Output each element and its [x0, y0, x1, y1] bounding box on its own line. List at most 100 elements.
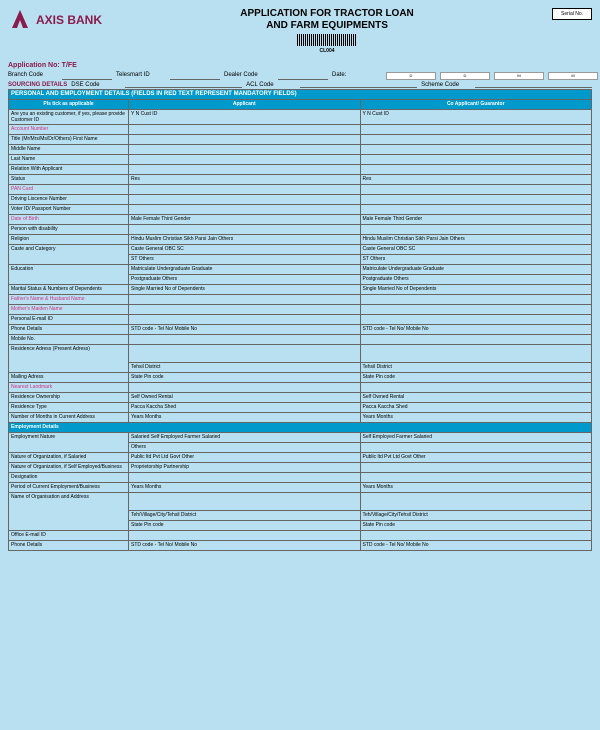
office-email-2[interactable] [360, 531, 592, 541]
account-1[interactable] [129, 125, 361, 135]
resaddr-1[interactable] [129, 345, 361, 363]
status-1[interactable]: Res [129, 175, 361, 185]
relation-1[interactable] [129, 165, 361, 175]
yn-1[interactable]: Y N Cust ID [129, 110, 361, 125]
resaddr-2[interactable] [360, 345, 592, 363]
orgname-2[interactable] [360, 493, 592, 511]
ownership-2[interactable]: Self Owned Rental [360, 393, 592, 403]
last-2[interactable] [360, 155, 592, 165]
org-self-1[interactable]: Proprietorship Partnership [129, 463, 361, 473]
marital-1[interactable]: Single Married No of Dependents [129, 285, 361, 295]
office-phone-2[interactable]: STD code - Tel No/ Mobile No [360, 541, 592, 551]
marital-2[interactable]: Single Married No of Dependents [360, 285, 592, 295]
caste-2a[interactable]: Caste General OBC SC [360, 245, 592, 255]
account-2[interactable] [360, 125, 592, 135]
email-label: Personal E-mail ID [9, 315, 129, 325]
edu-1a[interactable]: Matriculate Undergraduate Graduate [129, 265, 361, 275]
emp-nature-1[interactable]: Salaried Self Employed Farmer Salaried [129, 433, 361, 443]
mailing-2[interactable]: State Pin code [360, 373, 592, 383]
disability-1[interactable] [129, 225, 361, 235]
org-self-2[interactable] [360, 463, 592, 473]
restype-1[interactable]: Pacca Kaccha Shed [129, 403, 361, 413]
mobile-1[interactable] [129, 335, 361, 345]
tick-header: Pls tick as applicable [9, 100, 129, 110]
emp-others-2[interactable] [360, 443, 592, 453]
form-title: APPLICATION FOR TRACTOR LOAN AND FARM EQ… [102, 8, 552, 56]
landmark-2[interactable] [360, 383, 592, 393]
religion-1[interactable]: Hindu Muslim Christian Sikh Parsi Jain O… [129, 235, 361, 245]
months-label: Number of Months in Current Address [9, 413, 129, 423]
resaddr-1b[interactable]: Tehsil District [129, 363, 361, 373]
period-1[interactable]: Years Months [129, 483, 361, 493]
existing-label: Are you an existing customer, if yes, pl… [9, 110, 129, 125]
title-2[interactable] [360, 135, 592, 145]
email-2[interactable] [360, 315, 592, 325]
middle-1[interactable] [129, 145, 361, 155]
orgteh-1[interactable]: Teh/Village/City/Tehsil District [129, 511, 361, 521]
dob-2[interactable]: Male Female Third Gender [360, 215, 592, 225]
restype-2[interactable]: Pacca Kaccha Shed [360, 403, 592, 413]
voter-1[interactable] [129, 205, 361, 215]
pan-2[interactable] [360, 185, 592, 195]
emp-nature-2[interactable]: Self Employed Farmer Salaried [360, 433, 592, 443]
emp-others-1[interactable]: Others [129, 443, 361, 453]
ownership-1[interactable]: Self Owned Rental [129, 393, 361, 403]
last-1[interactable] [129, 155, 361, 165]
mobile-label: Mobile No. [9, 335, 129, 345]
period-2[interactable]: Years Months [360, 483, 592, 493]
mother-2[interactable] [360, 305, 592, 315]
org-sal-1[interactable]: Public ltd Pvt Ltd Govt Other [129, 453, 361, 463]
edu-1b[interactable]: Postgraduate Others [129, 275, 361, 285]
caste-1a[interactable]: Caste General OBC SC [129, 245, 361, 255]
months-2[interactable]: Years Months [360, 413, 592, 423]
middle-2[interactable] [360, 145, 592, 155]
religion-2[interactable]: Hindu Muslim Christian Sikh Parsi Jain O… [360, 235, 592, 245]
office-email-1[interactable] [129, 531, 361, 541]
date-label: Date: [332, 72, 382, 80]
email-1[interactable] [129, 315, 361, 325]
landmark-1[interactable] [129, 383, 361, 393]
designation-1[interactable] [129, 473, 361, 483]
driving-1[interactable] [129, 195, 361, 205]
orgteh-2[interactable]: Teh/Village/City/Tehsil District [360, 511, 592, 521]
logo: AXIS BANK [8, 8, 102, 32]
title-label: Title (Mr/Mrs/Ms/Dr/Others) First Name [9, 135, 129, 145]
driving-2[interactable] [360, 195, 592, 205]
caste-1b[interactable]: ST Others [129, 255, 361, 265]
pan-1[interactable] [129, 185, 361, 195]
telesmart-label: Telesmart ID [116, 72, 166, 80]
scheme-label: Scheme Code [421, 82, 471, 88]
orgname-1[interactable] [129, 493, 361, 511]
orgstate-1[interactable]: State Pin code [129, 521, 361, 531]
bank-name: AXIS BANK [36, 13, 102, 27]
dse-label: DSE Code [71, 82, 121, 88]
mobile-2[interactable] [360, 335, 592, 345]
mother-1[interactable] [129, 305, 361, 315]
office-phone-1[interactable]: STD code - Tel No/ Mobile No [129, 541, 361, 551]
phone-2[interactable]: STD code - Tel No/ Mobile No [360, 325, 592, 335]
barcode-text: CL004 [102, 48, 552, 54]
sourcing-header: SOURCING DETAILS [8, 82, 67, 88]
status-2[interactable]: Res [360, 175, 592, 185]
title-1[interactable] [129, 135, 361, 145]
months-1[interactable]: Years Months [129, 413, 361, 423]
religion-label: Religion [9, 235, 129, 245]
yn-2[interactable]: Y N Cust ID [360, 110, 592, 125]
designation-2[interactable] [360, 473, 592, 483]
relation-label: Relation With Applicant [9, 165, 129, 175]
father-1[interactable] [129, 295, 361, 305]
edu-2a[interactable]: Matriculate Undergraduate Graduate [360, 265, 592, 275]
phone-1[interactable]: STD code - Tel No/ Mobile No [129, 325, 361, 335]
father-2[interactable] [360, 295, 592, 305]
orgstate-2[interactable]: State Pin code [360, 521, 592, 531]
driving-label: Driving Liscence Number [9, 195, 129, 205]
caste-2b[interactable]: ST Others [360, 255, 592, 265]
edu-2b[interactable]: Postgraduate Others [360, 275, 592, 285]
mailing-1[interactable]: State Pin code [129, 373, 361, 383]
voter-2[interactable] [360, 205, 592, 215]
resaddr-2b[interactable]: Tehsil District [360, 363, 592, 373]
dob-1[interactable]: Male Female Third Gender [129, 215, 361, 225]
relation-2[interactable] [360, 165, 592, 175]
disability-2[interactable] [360, 225, 592, 235]
org-sal-2[interactable]: Public ltd Pvt Ltd Govt Other [360, 453, 592, 463]
